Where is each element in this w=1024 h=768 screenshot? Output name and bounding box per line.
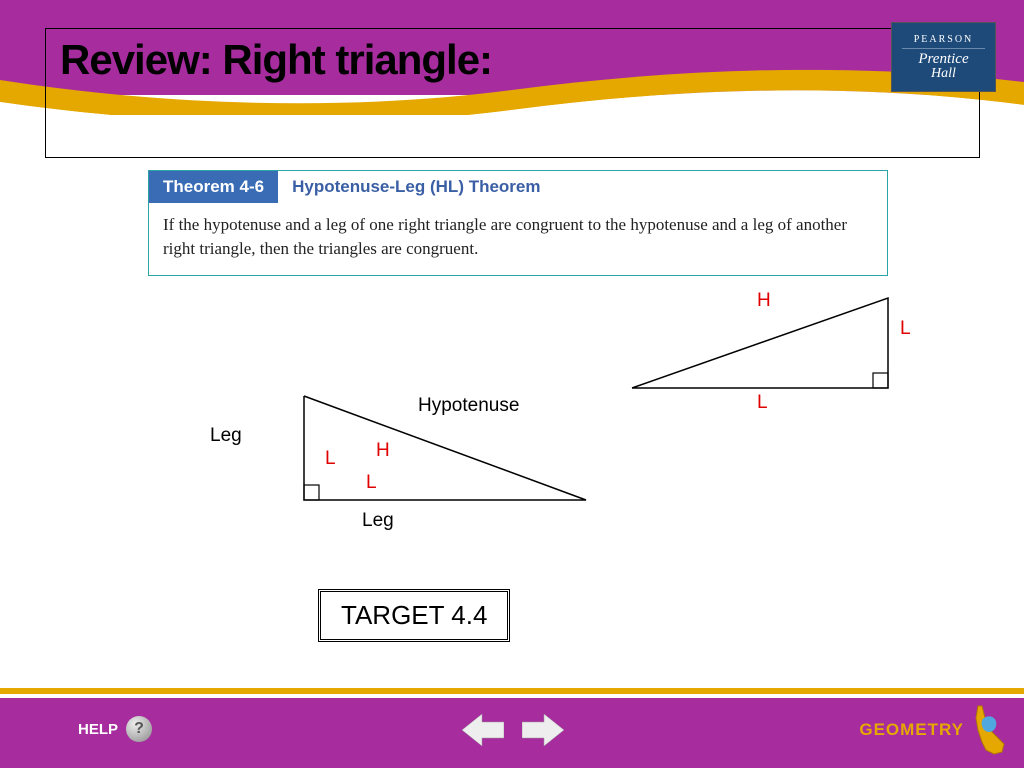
- tri2-mark-L-bottom: L: [757, 392, 768, 414]
- help-icon: ?: [126, 716, 152, 742]
- next-arrow-icon[interactable]: [522, 712, 564, 748]
- tri1-mark-H: H: [376, 440, 390, 462]
- logo-line3: Hall: [931, 66, 956, 82]
- theorem-name: Hypotenuse-Leg (HL) Theorem: [278, 171, 554, 203]
- tri1-hypotenuse-label: Hypotenuse: [418, 395, 519, 417]
- help-button[interactable]: HELP ?: [78, 716, 152, 742]
- tri1-mark-L2: L: [366, 472, 377, 494]
- prev-arrow-icon[interactable]: [462, 712, 504, 748]
- footer-gold-line: [0, 688, 1024, 694]
- help-label: HELP: [78, 721, 118, 738]
- page-title: Review: Right triangle:: [60, 36, 492, 84]
- tri1-leg-vertical-label: Leg: [210, 425, 242, 447]
- tri1-leg-horizontal-label: Leg: [362, 510, 394, 532]
- theorem-header: Theorem 4-6 Hypotenuse-Leg (HL) Theorem: [149, 171, 887, 203]
- pearson-logo: PEARSON Prentice Hall: [891, 22, 996, 92]
- california-icon: [970, 704, 1010, 756]
- theorem-box: Theorem 4-6 Hypotenuse-Leg (HL) Theorem …: [148, 170, 888, 276]
- nav-arrows: [462, 712, 564, 748]
- tri2-mark-H: H: [757, 290, 771, 312]
- tri2-mark-L-right: L: [900, 318, 911, 340]
- theorem-body: If the hypotenuse and a leg of one right…: [149, 203, 887, 275]
- logo-line1: PEARSON: [902, 32, 984, 49]
- geometry-label: GEOMETRY: [859, 720, 964, 740]
- tri1-mark-L1: L: [325, 448, 336, 470]
- target-box: TARGET 4.4: [318, 589, 510, 642]
- theorem-label: Theorem 4-6: [149, 171, 278, 203]
